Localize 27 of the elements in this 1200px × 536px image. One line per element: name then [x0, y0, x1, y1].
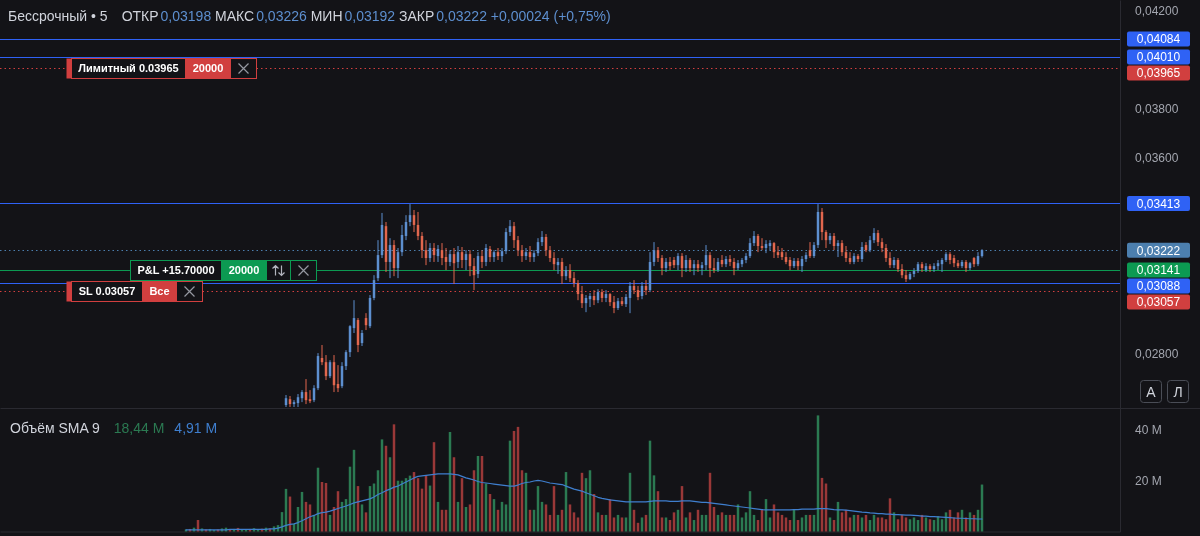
ref-line-label: 0,04084 — [1136, 32, 1181, 47]
annotation: 20000 — [192, 62, 224, 75]
ref-line-label: 0,03141 — [1136, 263, 1181, 278]
ref-line-label: 0,03413 — [1136, 196, 1181, 211]
ref-line-label: 0,04010 — [1136, 50, 1181, 65]
annotation: 4,91 M — [174, 420, 218, 436]
annotation: 20000 — [228, 264, 260, 277]
ref-line-label: 0,03057 — [1136, 295, 1181, 310]
text: Л — [1173, 383, 1183, 400]
text: Бессрочный • 5 — [8, 8, 108, 24]
text: Объём SMA 9 — [10, 420, 100, 436]
y-tick-label: 20 M — [1135, 473, 1162, 488]
annotation: SL 0.03057 — [78, 285, 136, 298]
ref-line-label: 0,03965 — [1136, 66, 1181, 81]
annotation: P&L +15.70000 — [137, 264, 215, 277]
y-tick-label: 40 M — [1135, 422, 1162, 437]
y-tick-label: 0,03800 — [1135, 101, 1179, 116]
y-tick-label: 0,03600 — [1135, 150, 1179, 165]
text: A — [1146, 383, 1157, 400]
ref-line-label: 0,03088 — [1136, 279, 1181, 294]
ref-line-label: 0,03222 — [1136, 243, 1181, 258]
y-tick-label: 0,04200 — [1135, 3, 1179, 18]
annotation: Лимитный 0.03965 — [78, 62, 179, 75]
text: ОТКР0,03198 МАКС0,03226 МИН0,03192 ЗАКР0,03222 +0,00024 (+0,75%) — [121, 8, 611, 24]
annotation: 18,44 M — [113, 420, 165, 436]
annotation: Все — [149, 285, 170, 298]
y-tick-label: 0,02800 — [1135, 346, 1179, 361]
